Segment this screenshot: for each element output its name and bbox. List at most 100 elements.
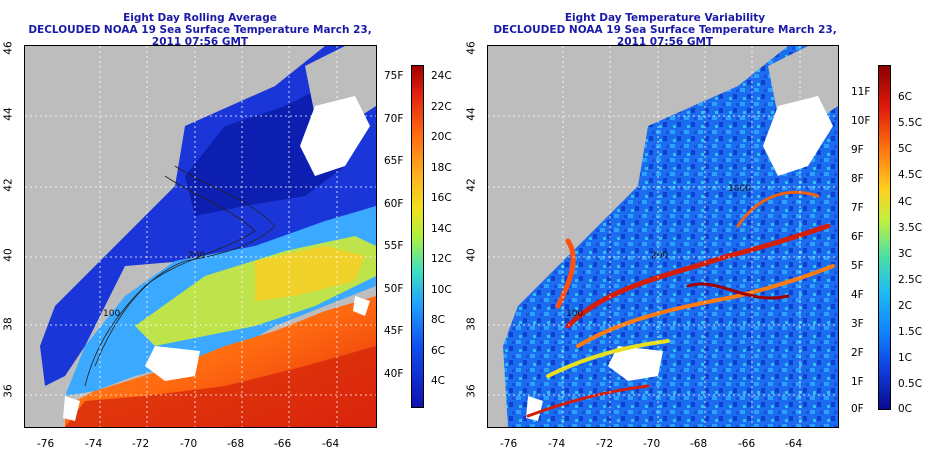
- white-patch-2: [145, 346, 200, 381]
- left-colorbar: [411, 65, 424, 408]
- right-title: Eight Day Temperature Variability DECLOU…: [485, 12, 845, 48]
- left-cb-f-7: 40F: [384, 368, 404, 380]
- contour-label-200: 200: [188, 251, 205, 261]
- left-cb-c-0: 24C: [431, 70, 452, 82]
- white-patch-r2: [608, 346, 663, 381]
- right-cb-f-5: 6F: [851, 231, 864, 243]
- left-xtick-3: -70: [180, 438, 198, 450]
- right-cb-c-5: 3.5C: [898, 222, 923, 234]
- left-xtick-2: -72: [132, 438, 150, 450]
- left-xtick-4: -68: [227, 438, 245, 450]
- white-patch-3: [63, 396, 80, 421]
- right-cb-f-3: 8F: [851, 173, 864, 185]
- right-cb-c-8: 2C: [898, 300, 913, 312]
- right-xtick-0: -76: [500, 438, 518, 450]
- left-ytick-2: 42: [2, 178, 15, 192]
- right-cb-f-8: 3F: [851, 318, 864, 330]
- left-cb-f-6: 45F: [384, 325, 404, 337]
- right-ytick-4: 38: [465, 317, 478, 331]
- left-cb-c-5: 14C: [431, 223, 452, 235]
- right-cb-c-3: 4.5C: [898, 169, 923, 181]
- grid: [25, 46, 376, 427]
- sst-mild2: [255, 246, 365, 301]
- variability-streaks: [526, 190, 835, 418]
- land-coast-r: [488, 46, 658, 316]
- left-cb-c-7: 10C: [431, 284, 452, 296]
- left-ytick-1: 44: [2, 107, 15, 121]
- right-cb-c-1: 5.5C: [898, 117, 923, 129]
- left-cb-c-3: 18C: [431, 162, 452, 174]
- right-cb-f-7: 4F: [851, 289, 864, 301]
- r-contour-label-200: 200: [651, 251, 668, 261]
- left-xtick-0: -76: [37, 438, 55, 450]
- right-ytick-2: 42: [465, 178, 478, 192]
- left-cb-c-8: 8C: [431, 314, 446, 326]
- contour-200: [94, 165, 276, 367]
- right-ytick-3: 40: [465, 248, 478, 262]
- right-cb-c-12: 0C: [898, 403, 913, 415]
- right-xtick-6: -64: [785, 438, 803, 450]
- left-cb-c-10: 4C: [431, 375, 446, 387]
- left-map[interactable]: 200 100: [24, 45, 377, 428]
- left-cb-f-2: 65F: [384, 155, 404, 167]
- right-cb-c-6: 3C: [898, 248, 913, 260]
- left-cb-f-0: 75F: [384, 70, 404, 82]
- right-colorbar: [878, 65, 891, 410]
- left-cb-c-9: 6C: [431, 345, 446, 357]
- left-cb-c-2: 20C: [431, 131, 452, 143]
- left-cb-f-5: 50F: [384, 283, 404, 295]
- land-coast: [25, 46, 195, 316]
- right-xtick-4: -68: [690, 438, 708, 450]
- right-cb-f-10: 1F: [851, 376, 864, 388]
- white-patch-1: [300, 96, 370, 176]
- right-ytick-5: 36: [465, 384, 478, 398]
- right-xtick-1: -74: [548, 438, 566, 450]
- right-map-svg: 200 100 1000: [488, 46, 838, 427]
- right-cb-c-10: 1C: [898, 352, 913, 364]
- r-contour-label-1000: 1000: [728, 184, 751, 194]
- left-ytick-4: 38: [2, 317, 15, 331]
- right-cb-f-0: 11F: [851, 86, 871, 98]
- left-ytick-3: 40: [2, 248, 15, 262]
- right-xtick-3: -70: [643, 438, 661, 450]
- right-title-main: Eight Day Temperature Variability: [564, 12, 766, 24]
- left-map-svg: 200 100: [25, 46, 376, 427]
- left-cb-f-4: 55F: [384, 240, 404, 252]
- right-cb-f-9: 2F: [851, 347, 864, 359]
- right-cb-f-11: 0F: [851, 403, 864, 415]
- left-cb-c-6: 12C: [431, 253, 452, 265]
- right-cb-c-11: 0.5C: [898, 378, 923, 390]
- right-xtick-2: -72: [596, 438, 614, 450]
- right-xtick-5: -66: [738, 438, 756, 450]
- left-cb-c-1: 22C: [431, 101, 452, 113]
- sst-hot: [65, 346, 376, 427]
- right-cb-c-7: 2.5C: [898, 274, 923, 286]
- right-ytick-1: 44: [465, 107, 478, 121]
- right-cb-c-2: 5C: [898, 143, 913, 155]
- left-cb-f-3: 60F: [384, 198, 404, 210]
- left-title-main: Eight Day Rolling Average: [123, 12, 277, 24]
- left-ytick-5: 36: [2, 384, 15, 398]
- white-patch-4: [353, 296, 370, 316]
- left-cb-f-1: 70F: [384, 113, 404, 125]
- right-cb-f-6: 5F: [851, 260, 864, 272]
- right-cb-f-1: 10F: [851, 115, 871, 127]
- left-cb-c-4: 16C: [431, 192, 452, 204]
- r-contour-label-100: 100: [566, 309, 583, 319]
- right-map[interactable]: 200 100 1000: [487, 45, 839, 428]
- var-ocean: [503, 46, 838, 427]
- left-xtick-1: -74: [85, 438, 103, 450]
- grid-r: [488, 46, 838, 427]
- contour-label-100: 100: [103, 309, 120, 319]
- white-patch-r1: [763, 96, 833, 176]
- right-cb-c-9: 1.5C: [898, 326, 923, 338]
- right-cb-f-4: 7F: [851, 202, 864, 214]
- left-ytick-0: 46: [2, 41, 15, 55]
- left-xtick-5: -66: [274, 438, 292, 450]
- right-cb-f-2: 9F: [851, 144, 864, 156]
- right-cb-c-0: 6C: [898, 91, 913, 103]
- left-xtick-6: -64: [322, 438, 340, 450]
- right-ytick-0: 46: [465, 41, 478, 55]
- right-cb-c-4: 4C: [898, 196, 913, 208]
- left-title: Eight Day Rolling Average DECLOUDED NOAA…: [25, 12, 375, 48]
